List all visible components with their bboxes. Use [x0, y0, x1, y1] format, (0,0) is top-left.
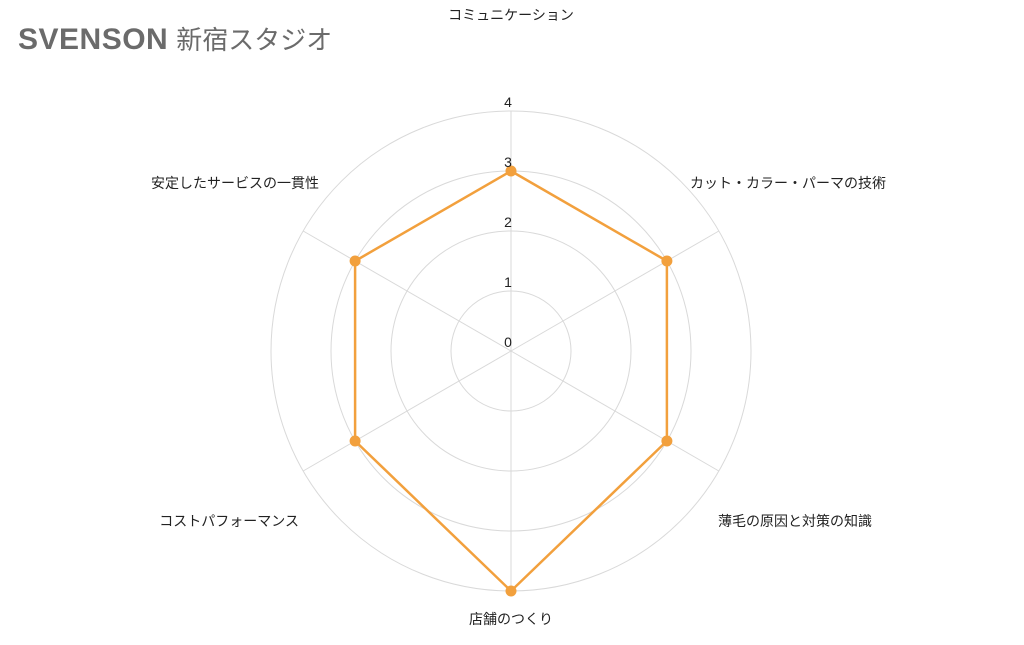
data-point-1	[661, 255, 673, 267]
category-label-0: コミュニケーション	[448, 8, 574, 24]
spoke-1	[510, 230, 720, 352]
title-studio: 新宿スタジオ	[176, 26, 333, 56]
tick-label-0: 0	[504, 334, 512, 350]
spoke-5	[302, 230, 512, 352]
category-label-4: コストパフォーマンス	[159, 514, 299, 530]
category-label-5: 安定したサービスの一貫性	[151, 176, 319, 192]
tick-label-1: 1	[504, 274, 512, 290]
category-label-2: 薄毛の原因と対策の知識	[718, 513, 872, 530]
tick-label-2: 2	[504, 214, 512, 230]
radar-series	[349, 165, 673, 597]
spoke-4	[302, 350, 512, 472]
category-labels: コミュニケーションカット・カラー・パーマの技術薄毛の原因と対策の知識店舗のつくり…	[151, 8, 886, 628]
data-point-0	[505, 165, 517, 177]
category-label-3: 店舗のつくり	[469, 612, 553, 628]
data-point-5	[349, 255, 361, 267]
data-point-3	[505, 585, 517, 597]
data-point-2	[661, 435, 673, 447]
tick-label-3: 3	[504, 154, 512, 170]
category-label-1: カット・カラー・パーマの技術	[690, 176, 886, 192]
radar-spokes	[302, 111, 720, 591]
title-brand: SVENSON	[18, 23, 169, 56]
chart-title: SVENSON 新宿スタジオ	[18, 20, 332, 57]
data-point-4	[349, 435, 361, 447]
spoke-2	[510, 350, 720, 472]
radial-tick-labels: 0 1 2 3 4	[504, 94, 512, 350]
tick-label-4: 4	[504, 94, 512, 110]
